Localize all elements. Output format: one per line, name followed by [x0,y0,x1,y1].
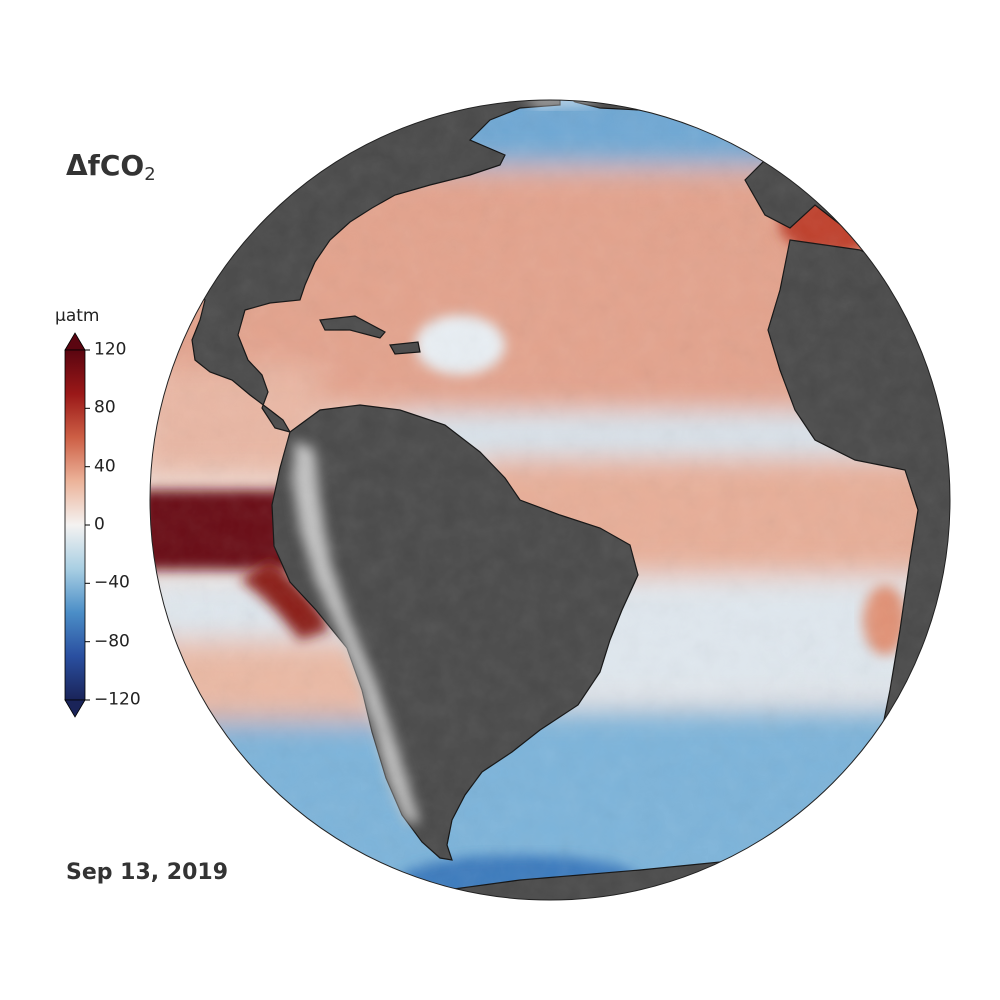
tick-label: −40 [94,572,130,593]
tick-label: −80 [94,631,130,652]
tick-label: 80 [94,397,116,418]
title-main: ΔfCO [66,149,145,182]
colorbar [64,332,90,718]
tick-label: 120 [94,339,127,360]
colorbar-unit: µatm [55,306,100,326]
tick-label: 0 [94,514,105,535]
date-label: Sep 13, 2019 [66,860,229,885]
colorbar-bottom-extend [64,699,86,718]
land-texture [150,100,950,900]
title-subscript: 2 [144,164,156,185]
globe-outline [149,99,951,901]
map-title: ΔfCO2 [66,152,156,184]
tick-label: −120 [94,689,141,710]
tick-label: 40 [94,456,116,477]
